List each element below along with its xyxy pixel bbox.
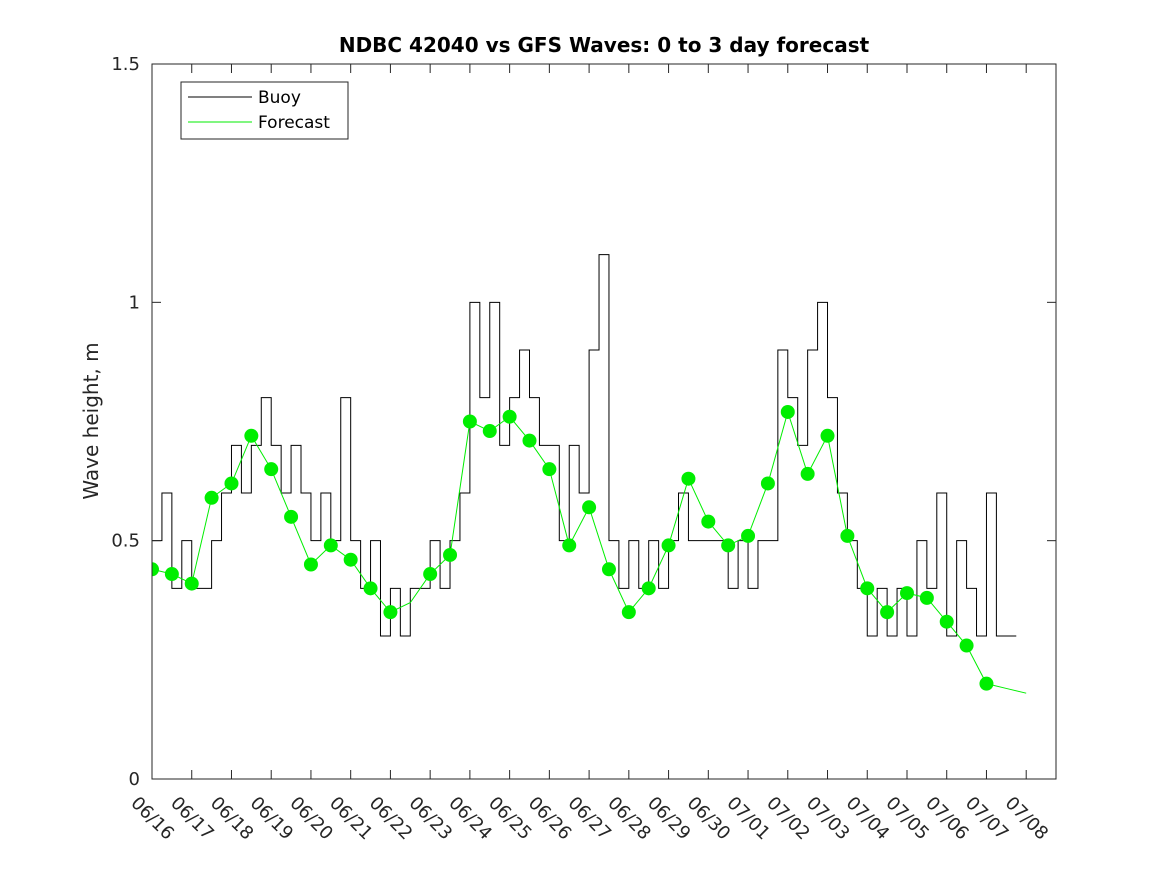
- forecast-marker: [164, 567, 179, 582]
- forecast-marker: [224, 476, 239, 491]
- forecast-marker: [959, 638, 974, 653]
- forecast-marker: [264, 462, 279, 477]
- forecast-marker: [363, 581, 378, 596]
- forecast-marker: [542, 462, 557, 477]
- forecast-marker: [661, 538, 676, 553]
- forecast-marker: [741, 528, 756, 543]
- y-tick-label: 1.5: [111, 54, 140, 75]
- forecast-marker: [840, 528, 855, 543]
- forecast-marker: [423, 567, 438, 582]
- forecast-marker: [522, 433, 537, 448]
- y-tick-label: 0.5: [111, 531, 140, 552]
- forecast-marker: [502, 409, 517, 424]
- forecast-marker: [820, 428, 835, 443]
- legend-box: [180, 81, 349, 140]
- forecast-marker: [721, 538, 736, 553]
- plot-area-frame: [151, 63, 1057, 780]
- forecast-marker: [701, 514, 716, 529]
- forecast-marker: [979, 676, 994, 691]
- forecast-marker: [204, 490, 219, 505]
- forecast-marker: [244, 428, 259, 443]
- forecast-marker: [800, 466, 815, 481]
- y-tick-label: 0: [129, 769, 140, 790]
- forecast-marker: [303, 557, 318, 572]
- forecast-marker: [343, 552, 358, 567]
- forecast-marker: [482, 424, 497, 439]
- forecast-marker: [443, 547, 458, 562]
- forecast-marker: [621, 605, 636, 620]
- forecast-marker: [562, 538, 577, 553]
- forecast-marker: [462, 414, 477, 429]
- forecast-marker: [760, 476, 775, 491]
- forecast-marker: [641, 581, 656, 596]
- forecast-marker: [939, 614, 954, 629]
- legend-buoy-label: Buoy: [258, 88, 301, 108]
- y-axis-label: Wave height, m: [79, 342, 103, 499]
- forecast-marker: [880, 605, 895, 620]
- forecast-marker: [681, 471, 696, 486]
- forecast-marker: [860, 581, 875, 596]
- forecast-marker: [383, 605, 398, 620]
- forecast-marker: [582, 500, 597, 515]
- forecast-marker: [899, 586, 914, 601]
- forecast-marker: [601, 562, 616, 577]
- forecast-marker: [780, 404, 795, 419]
- forecast-marker: [184, 576, 199, 591]
- forecast-marker: [323, 538, 338, 553]
- forecast-marker: [919, 590, 934, 605]
- forecast-marker: [284, 509, 299, 524]
- legend-forecast-label: Forecast: [258, 113, 330, 133]
- buoy-series-line: [152, 254, 1017, 637]
- chart-title: NDBC 42040 vs GFS Waves: 0 to 3 day fore…: [339, 33, 870, 57]
- y-tick-label: 1: [129, 292, 140, 313]
- forecast-marker: [152, 562, 159, 577]
- legend: Buoy Forecast: [180, 81, 349, 140]
